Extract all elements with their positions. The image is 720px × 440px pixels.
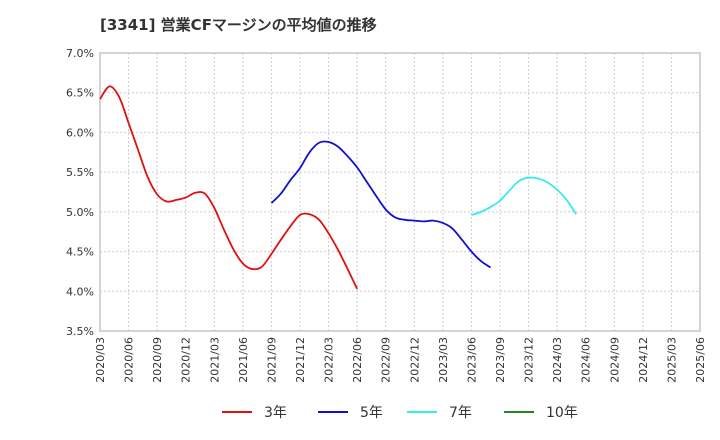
x-tick-label: 2020/06 [123, 337, 136, 383]
x-tick-label: 2021/03 [208, 337, 221, 383]
x-tick-label: 2023/03 [437, 337, 450, 383]
x-tick-label: 2021/09 [265, 337, 278, 383]
x-tick-label: 2023/09 [494, 337, 507, 383]
x-tick-label: 2022/09 [380, 337, 393, 383]
y-tick-label: 4.5% [66, 246, 94, 259]
x-tick-label: 2025/06 [694, 337, 707, 383]
x-tick-label: 2024/09 [608, 337, 621, 383]
x-tick-label: 2020/03 [94, 337, 107, 383]
series-line-3年 [99, 85, 358, 290]
y-tick-label: 5.5% [66, 166, 94, 179]
legend-label: 10年 [546, 405, 578, 421]
y-tick-label: 7.0% [66, 47, 94, 60]
x-tick-label: 2021/12 [294, 337, 307, 383]
series-lines [99, 85, 577, 290]
plot-area [99, 52, 701, 332]
legend-label: 5年 [360, 405, 383, 421]
x-tick-label: 2025/03 [665, 337, 678, 383]
x-tick-label: 2022/03 [323, 337, 336, 383]
x-tick-label: 2020/09 [151, 337, 164, 383]
x-tick-label: 2022/06 [351, 337, 364, 383]
y-tick-label: 6.0% [66, 126, 94, 139]
y-tick-label: 4.0% [66, 285, 94, 298]
legend-label: 7年 [449, 405, 472, 421]
x-tick-label: 2020/12 [180, 337, 193, 383]
x-tick-label: 2024/12 [637, 337, 650, 383]
x-tick-label: 2024/03 [551, 337, 564, 383]
x-tick-label: 2023/12 [523, 337, 536, 383]
grid [100, 53, 700, 331]
y-axis-ticks: 3.5% 4.0% 4.5% 5.0% 5.5% 6.0% 6.5% 7.0% [66, 47, 94, 338]
y-tick-label: 5.0% [66, 206, 94, 219]
chart-title: [3341] 営業CFマージンの平均値の推移 [100, 16, 377, 34]
y-tick-label: 6.5% [66, 87, 94, 100]
series-line-5年 [270, 140, 491, 269]
y-tick-label: 3.5% [66, 325, 94, 338]
x-tick-label: 2022/12 [408, 337, 421, 383]
legend: 3年 5年 7年 10年 [222, 405, 578, 421]
x-tick-label: 2021/06 [237, 337, 250, 383]
x-tick-label: 2024/06 [580, 337, 593, 383]
x-tick-label: 2023/06 [465, 337, 478, 383]
series-line-7年 [471, 176, 577, 216]
legend-label: 3年 [264, 405, 287, 421]
x-axis-ticks: 2020/03 2020/06 2020/09 2020/12 2021/03 2021/… [94, 337, 707, 383]
